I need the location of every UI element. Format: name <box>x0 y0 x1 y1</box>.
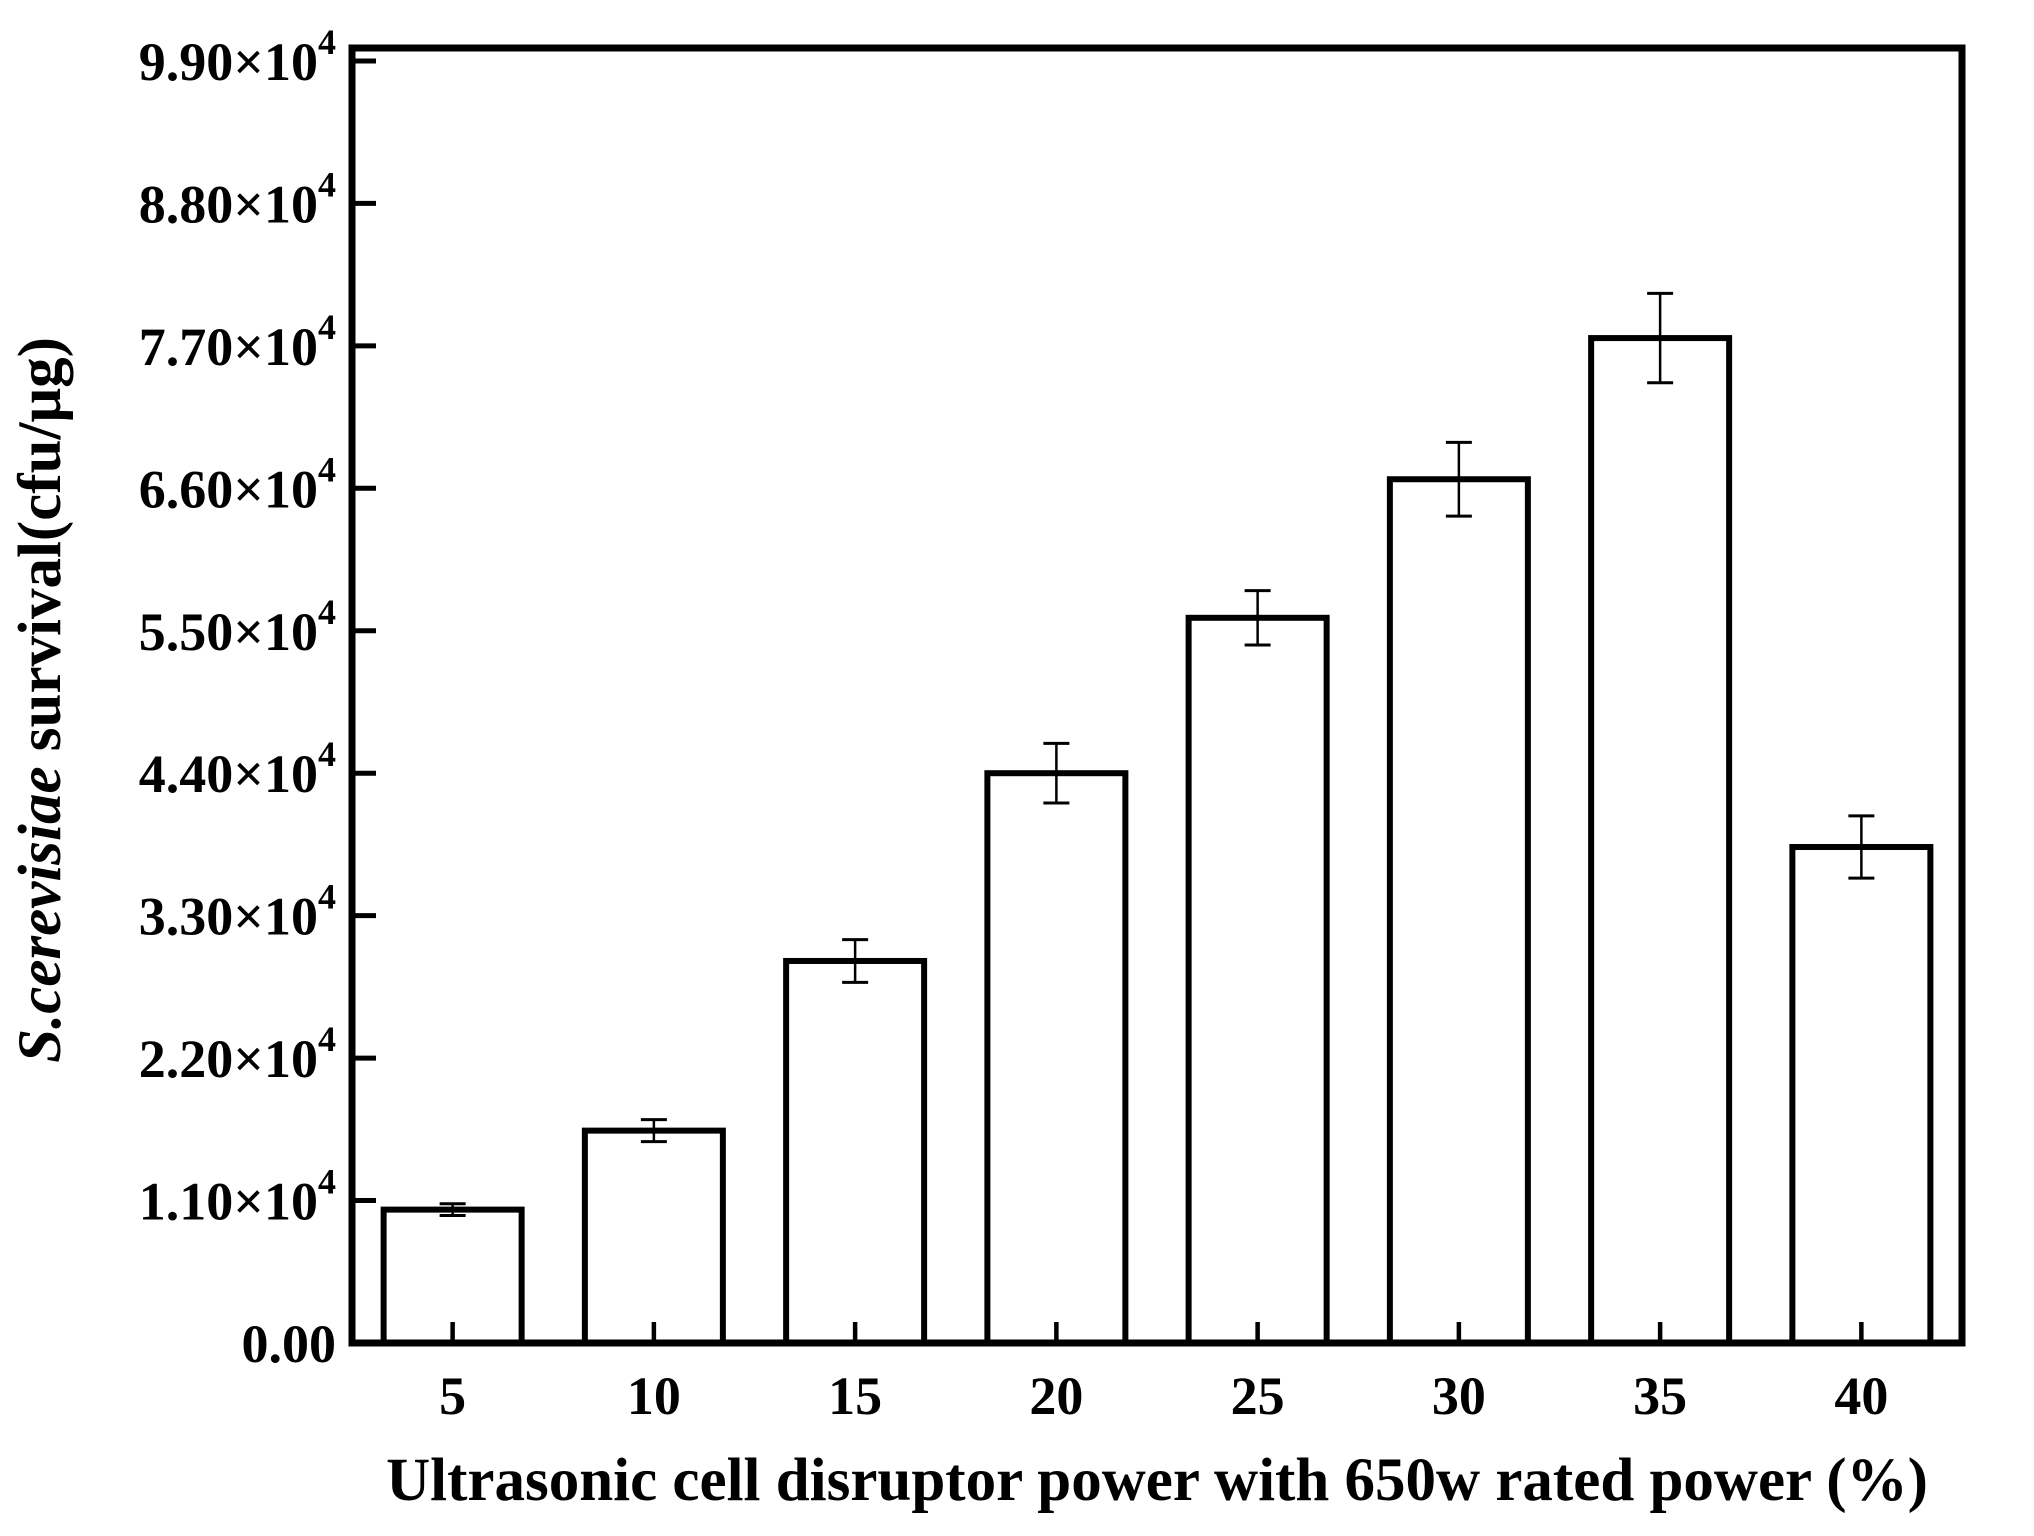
y-tick-label: 3.30×104 <box>139 877 336 947</box>
y-tick-label: 6.60×104 <box>139 449 336 519</box>
plot-frame <box>348 44 1966 1347</box>
y-axis-title-species: S.cerevisiae <box>7 766 74 1062</box>
y-tick-label: 1.10×104 <box>139 1162 336 1232</box>
y-tick-label: 2.20×104 <box>139 1019 336 1089</box>
x-tick-label: 40 <box>1834 1366 1888 1426</box>
x-tick-label: 25 <box>1231 1366 1285 1426</box>
bar <box>1588 335 1733 1346</box>
bar <box>783 957 928 1346</box>
y-tick-label: 5.50×104 <box>139 592 336 662</box>
bar <box>1789 844 1934 1346</box>
y-tick-label: 7.70×104 <box>139 307 336 377</box>
y-tick-label: 8.80×104 <box>139 164 336 234</box>
y-tick-label: 0.00 <box>242 1314 337 1374</box>
y-tick-label: 9.90×104 <box>139 22 336 92</box>
bar <box>1386 476 1531 1346</box>
x-tick-label: 30 <box>1432 1366 1486 1426</box>
x-tick-label: 10 <box>627 1366 681 1426</box>
x-axis-title: Ultrasonic cell disruptor power with 650… <box>386 1447 1928 1514</box>
x-tick-label: 5 <box>439 1366 466 1426</box>
bar <box>1185 614 1330 1346</box>
y-axis-title-rest: survival(cfu/μg) <box>7 337 74 766</box>
x-tick-label: 35 <box>1633 1366 1687 1426</box>
bar <box>984 770 1129 1346</box>
x-tick-label: 15 <box>828 1366 882 1426</box>
y-tick-label: 4.40×104 <box>139 734 336 804</box>
x-tick-label: 20 <box>1029 1366 1083 1426</box>
bar <box>380 1206 525 1346</box>
bar <box>581 1127 726 1346</box>
y-axis-title: S.cerevisiae survival(cfu/μg) <box>7 337 74 1063</box>
